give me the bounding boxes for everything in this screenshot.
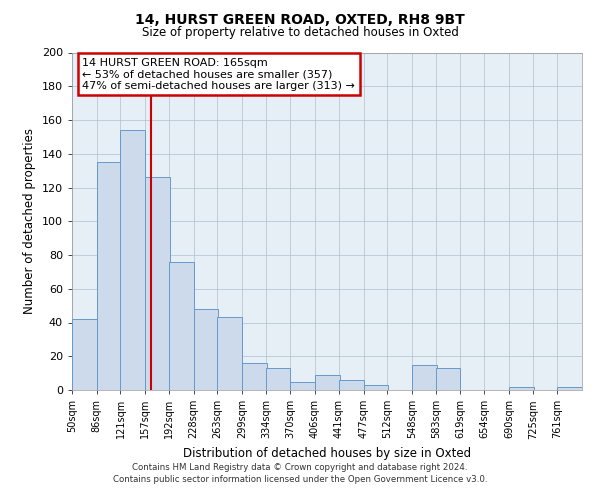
Text: 14 HURST GREEN ROAD: 165sqm
← 53% of detached houses are smaller (357)
47% of se: 14 HURST GREEN ROAD: 165sqm ← 53% of det… (82, 58, 355, 91)
Bar (315, 375, 340, 390)
Bar (145, 178, 170, 390)
Bar (509, 386, 533, 390)
Text: Contains public sector information licensed under the Open Government Licence v3: Contains public sector information licen… (113, 475, 487, 484)
Bar (557, 386, 582, 390)
Y-axis label: Number of detached properties: Number of detached properties (23, 128, 36, 314)
Bar (217, 318, 242, 390)
Bar (242, 363, 266, 390)
X-axis label: Distribution of detached houses by size in Oxted: Distribution of detached houses by size … (183, 447, 471, 460)
Text: 14, HURST GREEN ROAD, OXTED, RH8 9BT: 14, HURST GREEN ROAD, OXTED, RH8 9BT (135, 12, 465, 26)
Bar (290, 382, 315, 390)
Bar (364, 385, 388, 390)
Bar (121, 130, 145, 390)
Bar (72, 319, 97, 390)
Bar (266, 368, 290, 390)
Bar (436, 368, 460, 390)
Bar (97, 162, 121, 390)
Bar (194, 309, 218, 390)
Bar (169, 262, 194, 390)
Bar (339, 380, 364, 390)
Text: Contains HM Land Registry data © Crown copyright and database right 2024.: Contains HM Land Registry data © Crown c… (132, 462, 468, 471)
Text: Size of property relative to detached houses in Oxted: Size of property relative to detached ho… (142, 26, 458, 39)
Bar (412, 364, 437, 390)
